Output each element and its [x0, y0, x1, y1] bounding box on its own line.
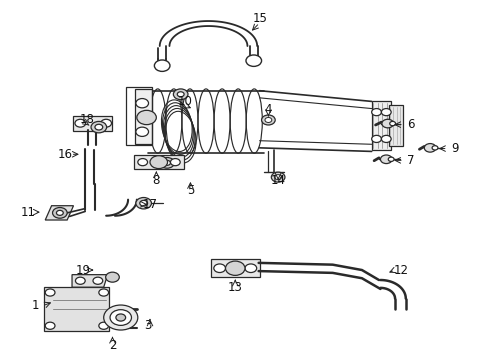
- Text: 9: 9: [451, 142, 458, 155]
- Circle shape: [380, 155, 392, 163]
- Text: 8: 8: [153, 174, 160, 186]
- Circle shape: [154, 60, 170, 71]
- Text: 1: 1: [32, 299, 39, 312]
- Polygon shape: [44, 287, 109, 331]
- Circle shape: [91, 121, 107, 133]
- Circle shape: [245, 264, 257, 273]
- Polygon shape: [389, 105, 403, 146]
- Circle shape: [271, 172, 285, 182]
- Circle shape: [138, 158, 147, 166]
- Circle shape: [381, 109, 391, 116]
- Circle shape: [45, 289, 55, 296]
- Circle shape: [164, 160, 171, 165]
- Text: 3: 3: [144, 319, 151, 332]
- Circle shape: [136, 198, 151, 209]
- Circle shape: [390, 121, 395, 126]
- Circle shape: [140, 201, 147, 206]
- Circle shape: [75, 119, 86, 127]
- Circle shape: [173, 89, 188, 100]
- Text: 13: 13: [228, 282, 243, 294]
- Text: 4: 4: [265, 103, 272, 116]
- Circle shape: [75, 277, 85, 284]
- Circle shape: [136, 99, 148, 108]
- Text: 12: 12: [393, 264, 408, 276]
- Circle shape: [372, 135, 381, 143]
- Polygon shape: [74, 116, 113, 131]
- Text: 11: 11: [21, 206, 36, 219]
- Circle shape: [388, 157, 394, 161]
- Polygon shape: [372, 102, 391, 150]
- Circle shape: [225, 261, 245, 275]
- Circle shape: [381, 135, 391, 143]
- Circle shape: [214, 264, 225, 273]
- Polygon shape: [135, 89, 152, 144]
- Circle shape: [150, 156, 168, 168]
- Circle shape: [101, 119, 112, 127]
- Circle shape: [160, 157, 174, 168]
- Circle shape: [99, 289, 109, 296]
- Polygon shape: [45, 206, 74, 220]
- Circle shape: [45, 322, 55, 329]
- Circle shape: [116, 314, 125, 321]
- Circle shape: [432, 146, 438, 150]
- Polygon shape: [211, 259, 260, 277]
- Text: 17: 17: [143, 198, 157, 211]
- Circle shape: [171, 158, 180, 166]
- Circle shape: [275, 175, 282, 180]
- Text: 7: 7: [407, 154, 415, 167]
- Text: 5: 5: [187, 184, 194, 197]
- Circle shape: [265, 117, 272, 122]
- Polygon shape: [134, 155, 184, 169]
- Text: 2: 2: [109, 338, 116, 351]
- Text: 10: 10: [178, 95, 193, 108]
- Polygon shape: [72, 275, 108, 287]
- Circle shape: [56, 210, 63, 215]
- Circle shape: [424, 144, 436, 152]
- Circle shape: [104, 305, 138, 330]
- Circle shape: [136, 127, 148, 136]
- Circle shape: [52, 207, 67, 218]
- Text: 18: 18: [79, 113, 94, 126]
- Circle shape: [99, 322, 109, 329]
- Circle shape: [110, 310, 131, 325]
- Text: 16: 16: [57, 148, 72, 161]
- Text: 19: 19: [76, 264, 91, 276]
- Circle shape: [177, 92, 184, 97]
- Text: 15: 15: [252, 12, 267, 25]
- Text: 6: 6: [407, 118, 415, 131]
- Circle shape: [372, 109, 381, 116]
- Circle shape: [93, 277, 103, 284]
- Circle shape: [262, 115, 275, 125]
- Circle shape: [137, 111, 156, 125]
- Text: 14: 14: [270, 174, 286, 186]
- Circle shape: [246, 55, 262, 66]
- Circle shape: [382, 119, 393, 128]
- Circle shape: [95, 124, 103, 130]
- Circle shape: [106, 272, 119, 282]
